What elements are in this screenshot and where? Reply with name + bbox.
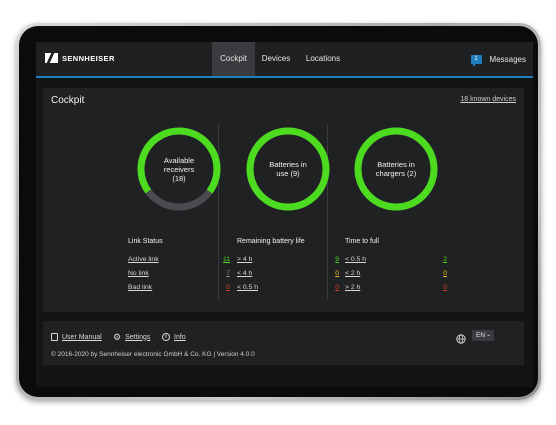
ring-label: Batteries in use (9) [269, 160, 307, 178]
info-link[interactable]: i Info [162, 333, 186, 341]
gear-icon: ⚙ [113, 332, 122, 342]
battery-over-4h-label[interactable]: > 4 h [237, 256, 253, 263]
footer: User Manual ⚙ Settings i Info EN ⌄ [43, 321, 524, 365]
full-over-2h-label[interactable]: > 2 h [345, 284, 361, 291]
user-manual-label[interactable]: User Manual [62, 333, 102, 341]
battery-under-4h-label[interactable]: < 4 h [237, 270, 253, 277]
brand-name: SENNHEISER [62, 53, 115, 63]
nav-accent-line [36, 76, 533, 78]
battery-over-4h-value: 9 [335, 256, 339, 263]
time-to-full-row[interactable]: < 2 h 0 [345, 270, 447, 280]
messages-label: Messages [489, 54, 526, 64]
cockpit-card: Cockpit 18 known devices Available recei… [43, 88, 524, 312]
available-receivers-ring[interactable]: Available receivers (18) [136, 126, 222, 212]
ring-chart [354, 127, 438, 211]
book-icon [51, 333, 58, 341]
link-status-title: Link Status [128, 238, 163, 245]
app-screen: SENNHEISER Cockpit Devices Locations 1 M… [36, 42, 533, 387]
link-status-row[interactable]: Active link 11 [128, 256, 230, 266]
copyright-text: © 2016-2020 by Sennheiser electronic Gmb… [51, 351, 255, 358]
active-link-label[interactable]: Active link [128, 256, 159, 263]
ring-progress [354, 127, 438, 211]
language-value: EN [476, 332, 486, 339]
ring-label: Available receivers (18) [163, 155, 195, 183]
batteries-in-chargers-ring[interactable]: Batteries in chargers (2) [353, 126, 439, 212]
battery-life-row[interactable]: < 4 h 0 [237, 270, 339, 280]
full-over-2h-value: 0 [443, 284, 447, 291]
battery-under-4h-value: 0 [335, 270, 339, 277]
battery-life-title: Remaining battery life [237, 238, 305, 245]
user-manual-link[interactable]: User Manual [51, 333, 102, 341]
tab-locations[interactable]: Locations [305, 54, 341, 63]
ring-progress [246, 127, 330, 211]
time-to-full-title: Time to full [345, 238, 379, 245]
info-icon: i [162, 333, 170, 341]
chevron-down-icon: ⌄ [485, 332, 491, 338]
battery-under-05h-value: 0 [335, 284, 339, 291]
settings-label[interactable]: Settings [125, 333, 151, 341]
battery-life-row[interactable]: > 4 h 9 [237, 256, 339, 266]
column-divider [218, 124, 219, 300]
batteries-in-use-ring[interactable]: Batteries in use (9) [245, 126, 331, 212]
globe-icon [456, 331, 466, 349]
no-link-value: 7 [226, 270, 230, 277]
language-select[interactable]: EN ⌄ [472, 330, 494, 341]
column-divider [327, 124, 328, 300]
tablet-device: SENNHEISER Cockpit Devices Locations 1 M… [16, 23, 541, 400]
full-under-2h-value: 0 [443, 270, 447, 277]
settings-link[interactable]: ⚙ Settings [113, 332, 151, 342]
tab-devices[interactable]: Devices [261, 54, 291, 63]
battery-under-05h-label[interactable]: < 0.5 h [237, 284, 258, 291]
full-under-2h-label[interactable]: < 2 h [345, 270, 361, 277]
sennheiser-logo-icon [45, 53, 58, 63]
info-label[interactable]: Info [174, 333, 186, 341]
tab-cockpit[interactable]: Cockpit [212, 42, 255, 76]
message-icon: 1 [470, 54, 482, 67]
time-to-full-row[interactable]: < 0.5 h 2 [345, 256, 447, 266]
battery-life-row[interactable]: < 0.5 h 0 [237, 284, 339, 294]
ring-label: Batteries in chargers (2) [375, 160, 417, 178]
full-under-05h-value: 2 [443, 256, 447, 263]
no-link-label[interactable]: No link [128, 270, 149, 277]
page-title: Cockpit [51, 95, 85, 106]
active-link-value: 11 [222, 256, 230, 263]
full-under-05h-label[interactable]: < 0.5 h [345, 256, 366, 263]
ring-chart [137, 127, 221, 211]
link-status-row[interactable]: Bad link 0 [128, 284, 230, 294]
ring-chart [246, 127, 330, 211]
bad-link-label[interactable]: Bad link [128, 284, 153, 291]
time-to-full-row[interactable]: > 2 h 0 [345, 284, 447, 294]
bad-link-value: 0 [226, 284, 230, 291]
link-status-row[interactable]: No link 7 [128, 270, 230, 280]
messages-button[interactable]: 1 Messages [470, 42, 526, 76]
known-devices-link[interactable]: 18 known devices [460, 96, 516, 103]
sennheiser-logo[interactable]: SENNHEISER [45, 52, 115, 64]
top-nav: SENNHEISER Cockpit Devices Locations 1 M… [36, 42, 533, 76]
